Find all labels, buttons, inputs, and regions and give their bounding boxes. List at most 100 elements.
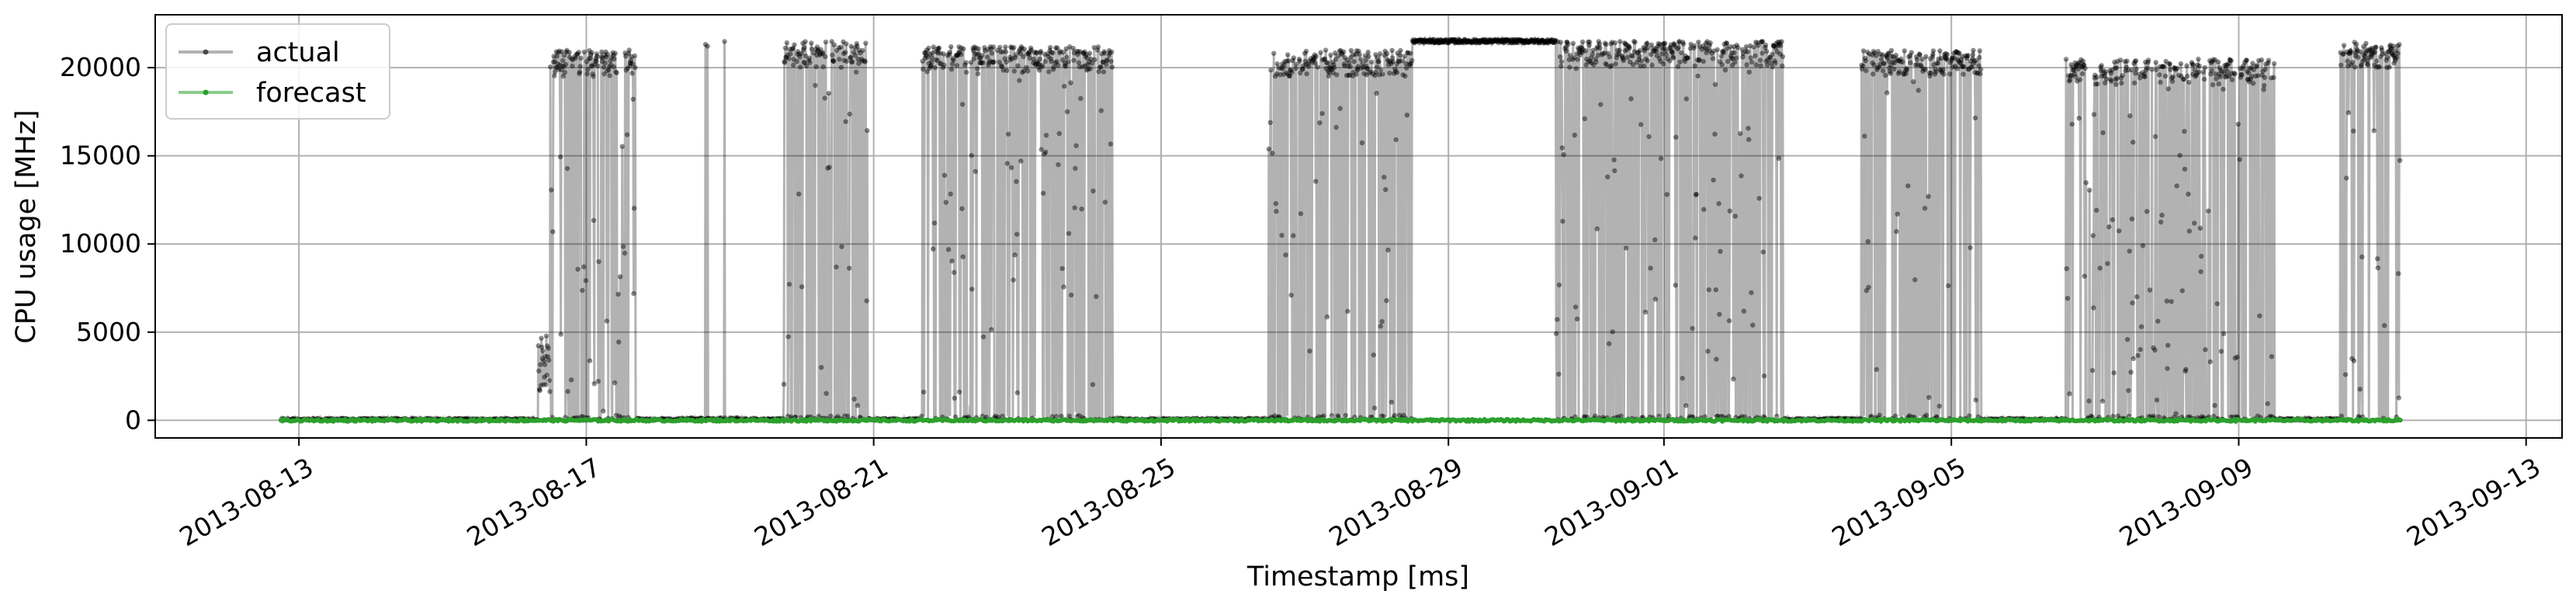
actual-point [577, 69, 583, 75]
actual-point [931, 246, 936, 252]
actual-point [927, 51, 933, 57]
actual-point [1076, 60, 1082, 65]
actual-point [1767, 55, 1773, 61]
actual-point [1709, 50, 1714, 56]
actual-point [1859, 62, 1864, 68]
actual-point [922, 50, 927, 56]
actual-point [1031, 57, 1037, 62]
actual-point [2338, 50, 2343, 55]
actual-point [1083, 63, 1088, 69]
actual-point [2082, 65, 2088, 71]
actual-point [1539, 37, 1545, 43]
actual-point [1904, 66, 1909, 71]
actual-point [1933, 67, 1938, 72]
actual-point [2217, 65, 2223, 71]
actual-point [1098, 108, 1104, 113]
actual-point [1777, 39, 1783, 45]
actual-point [1369, 59, 1375, 65]
actual-point [1077, 64, 1083, 70]
actual-point [1467, 38, 1473, 43]
actual-point [1486, 39, 1493, 44]
actual-point [1743, 43, 1749, 50]
actual-point [1542, 39, 1548, 44]
actual-point [1413, 37, 1419, 43]
actual-point [1631, 39, 1637, 44]
actual-point [2261, 87, 2266, 92]
actual-point [542, 362, 548, 367]
actual-point [784, 54, 789, 61]
actual-point [2145, 60, 2151, 65]
actual-point [1666, 413, 1672, 419]
actual-point [1907, 413, 1912, 419]
actual-point [1969, 64, 1974, 71]
actual-point [2142, 74, 2148, 80]
actual-point [1424, 39, 1430, 44]
actual-point [1635, 60, 1640, 65]
actual-point [1446, 40, 1452, 46]
actual-point [1290, 57, 1295, 64]
actual-point [1509, 40, 1515, 46]
actual-point [2238, 71, 2244, 78]
actual-point [1593, 56, 1598, 62]
actual-point [1590, 51, 1596, 57]
actual-point [1624, 42, 1629, 47]
actual-point [2086, 398, 2092, 404]
actual-point [1895, 211, 1900, 217]
actual-point [2352, 53, 2359, 59]
actual-point [1434, 40, 1440, 45]
actual-point [2156, 414, 2162, 419]
actual-point [569, 56, 574, 62]
actual-point [1288, 293, 1294, 298]
actual-point [2144, 209, 2150, 214]
actual-point [584, 59, 590, 64]
actual-point [1770, 64, 1776, 70]
actual-point [993, 413, 998, 419]
actual-point [1362, 53, 1368, 58]
actual-point [1937, 67, 1943, 73]
actual-point [1271, 50, 1277, 56]
actual-point [1548, 37, 1554, 43]
actual-point [1687, 46, 1694, 51]
actual-point [1482, 37, 1489, 43]
actual-point [1957, 60, 1963, 66]
actual-point [1080, 64, 1086, 70]
actual-point [1289, 70, 1295, 75]
actual-point [978, 55, 983, 61]
actual-point [827, 165, 832, 170]
actual-point [2253, 64, 2259, 70]
actual-point [626, 47, 632, 53]
actual-point [1553, 331, 1559, 336]
actual-point [2115, 58, 2120, 64]
actual-point [1545, 40, 1551, 46]
actual-point [1619, 53, 1625, 59]
actual-point [1897, 69, 1902, 75]
actual-point [2186, 191, 2191, 197]
actual-point [1027, 55, 1033, 61]
actual-point [1359, 65, 1364, 71]
actual-point [563, 61, 569, 68]
actual-point [1419, 37, 1424, 43]
actual-point [1375, 64, 1380, 70]
actual-series [278, 35, 2403, 426]
actual-point [1499, 36, 1505, 43]
actual-point [1375, 55, 1381, 61]
actual-point [2373, 44, 2379, 50]
actual-point [1384, 297, 1389, 304]
actual-point [924, 69, 930, 75]
actual-point [1486, 40, 1491, 45]
actual-point [1499, 39, 1505, 44]
actual-point [2135, 353, 2141, 358]
actual-point [1646, 134, 1652, 140]
actual-point [567, 50, 572, 55]
actual-point [1509, 40, 1514, 46]
actual-point [842, 50, 848, 55]
actual-point [1496, 38, 1503, 43]
actual-point [1879, 57, 1884, 62]
actual-point [788, 51, 793, 57]
actual-point [1864, 68, 1869, 74]
actual-point [1658, 156, 1664, 162]
actual-point [1643, 56, 1649, 62]
actual-point [1907, 53, 1912, 58]
actual-point [1535, 37, 1541, 43]
actual-point [1884, 54, 1889, 60]
